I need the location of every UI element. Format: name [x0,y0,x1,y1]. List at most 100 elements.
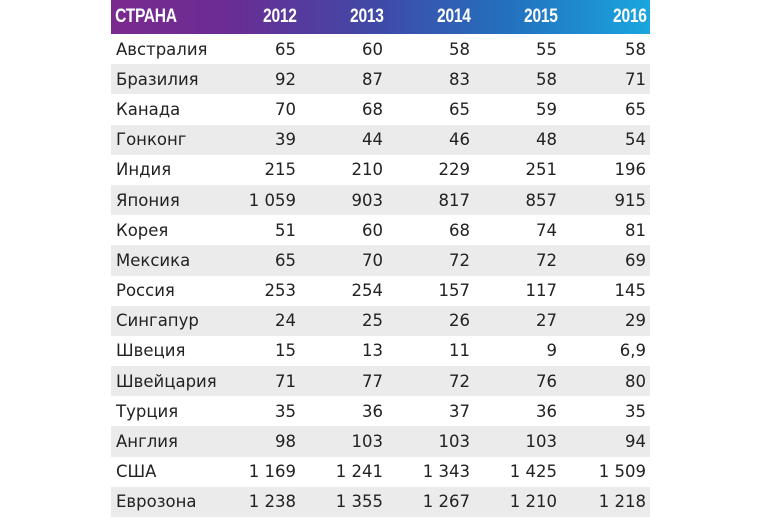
table-row: Япония 1 059 903 817 857 915 [111,184,650,216]
value-2016: 54 [625,130,646,150]
value-2014: 26 [449,311,470,331]
country-cell: Россия [116,281,175,301]
table-row: Бразилия 92 87 83 58 71 [111,64,650,95]
value-2015: 36 [536,401,557,421]
value-2014: 83 [449,69,470,89]
value-2014: 65 [449,99,470,119]
value-2016: 1 509 [598,462,646,482]
value-2014: 72 [449,371,470,391]
value-2013: 60 [362,39,383,59]
value-2016: 58 [625,39,646,59]
value-2012: 1 238 [248,492,296,512]
value-2015: 55 [536,39,557,59]
value-2014: 1 267 [422,492,470,512]
table-body: Австралия 65 60 58 55 58 Бразилия 92 87 83 58 71 Кан… [111,34,650,517]
table-row: Россия 253 254 157 117 145 [111,276,650,306]
value-2013: 13 [362,341,383,361]
value-2013: 1 355 [335,492,383,512]
value-2015: 103 [525,432,558,452]
value-2015: 74 [536,220,557,240]
value-2016: 94 [625,432,646,452]
value-2013: 210 [351,160,384,180]
country-cell: Мексика [116,250,191,270]
value-2014: 103 [438,432,471,452]
value-2014: 229 [438,160,471,180]
table-row: США 1 169 1 241 1 343 1 425 1 509 [111,457,650,487]
table-row: Турция 35 36 37 36 35 [111,396,650,426]
table-header: СТРАНА 2012 2013 2014 2015 2016 [111,0,650,34]
value-2012: 24 [275,311,296,331]
value-2016: 71 [625,69,646,89]
header-year-2015: 2015 [524,6,558,27]
value-2015: 1 210 [509,492,557,512]
country-cell: Индия [116,160,172,180]
header-year-2014: 2014 [437,6,471,27]
country-cell: Еврозона [116,492,197,512]
value-2013: 68 [362,99,383,119]
value-2013: 87 [362,69,383,89]
value-2012: 35 [275,401,296,421]
value-2014: 58 [449,39,470,59]
value-2014: 72 [449,250,470,270]
value-2016: 35 [625,401,646,421]
value-2014: 46 [449,130,470,150]
header-year-2012: 2012 [263,6,297,27]
table-row: Еврозона 1 238 1 355 1 267 1 210 1 218 [111,486,650,517]
value-2013: 103 [351,432,384,452]
table-row: Корея 51 60 68 74 81 [111,215,650,245]
value-2014: 157 [438,281,471,301]
value-2012: 15 [275,341,296,361]
value-2016: 65 [625,99,646,119]
value-2016: 81 [625,220,646,240]
value-2012: 71 [275,371,296,391]
value-2013: 36 [362,401,383,421]
table-row: Мексика 65 70 72 72 69 [111,245,650,276]
value-2012: 253 [264,281,297,301]
country-cell: Бразилия [116,69,199,89]
value-2016: 80 [625,371,646,391]
country-cell: Швейцария [116,371,217,391]
value-2012: 39 [275,130,296,150]
value-2015: 76 [536,371,557,391]
table-row: Сингапур 24 25 26 27 29 [111,305,650,336]
table-row: Швейцария 71 77 72 76 80 [111,366,650,397]
value-2013: 1 241 [335,462,383,482]
country-cell: Корея [116,220,169,240]
table-row: Австралия 65 60 58 55 58 [111,34,650,64]
value-2012: 70 [275,99,296,119]
country-cell: Канада [116,99,181,119]
value-2015: 27 [536,311,557,331]
country-cell: США [116,462,157,482]
value-2013: 25 [362,311,383,331]
header-year-2016: 2016 [613,6,647,27]
value-2012: 65 [275,250,296,270]
value-2015: 58 [536,69,557,89]
value-2013: 44 [362,130,383,150]
table-row: Гонконг 39 44 46 48 54 [111,124,650,155]
value-2016: 915 [614,190,647,210]
value-2016: 6,9 [619,341,646,361]
value-2016: 29 [625,311,646,331]
value-2013: 70 [362,250,383,270]
value-2013: 60 [362,220,383,240]
value-2015: 1 425 [509,462,557,482]
value-2013: 903 [351,190,384,210]
value-2015: 857 [525,190,558,210]
country-cell: Турция [116,401,179,421]
value-2014: 11 [449,341,470,361]
table-row: Швеция 15 13 11 9 6,9 [111,336,650,366]
header-country: СТРАНА [115,6,177,27]
value-2016: 69 [625,250,646,270]
value-2016: 145 [614,281,647,301]
country-cell: Сингапур [116,311,199,331]
value-2012: 98 [275,432,296,452]
value-2012: 51 [275,220,296,240]
table-row: Канада 70 68 65 59 65 [111,94,650,124]
country-cell: Англия [116,432,178,452]
table-row: Англия 98 103 103 103 94 [111,426,650,457]
value-2015: 72 [536,250,557,270]
value-2014: 817 [438,190,471,210]
value-2015: 9 [546,341,558,361]
value-2015: 251 [525,160,558,180]
country-cell: Швеция [116,341,186,361]
